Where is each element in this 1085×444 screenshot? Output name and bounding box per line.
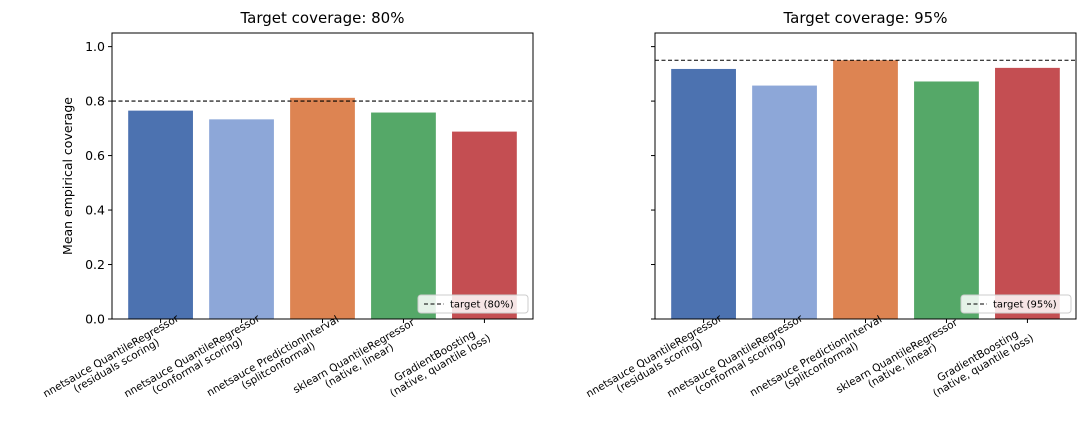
legend-label: target (80%) [450, 300, 514, 311]
y-tick-label: 0.2 [85, 257, 105, 272]
panel-target-95: Target coverage: 95% nnetsauce QuantileR… [584, 9, 1077, 410]
y-tick-label: 0.0 [85, 312, 105, 327]
y-axis-label: Mean empirical coverage [60, 97, 75, 255]
x-tick-label: nnetsauce QuantileRegressor(residuals sc… [41, 312, 187, 410]
x-tick-label: nnetsauce QuantileRegressor(residuals sc… [584, 312, 730, 410]
bar [209, 119, 274, 320]
bar [995, 67, 1060, 319]
bar [290, 97, 355, 320]
legend: target (80%) [417, 294, 529, 314]
y-tick-label: 0.8 [85, 94, 105, 109]
x-tick-label: nnetsauce PredictionInterval(splitconfor… [748, 314, 890, 409]
bar [671, 68, 736, 319]
panel-target-80: Target coverage: 80% Mean empirical cove… [41, 9, 534, 410]
x-tick-label: nnetsauce PredictionInterval(splitconfor… [205, 314, 347, 409]
legend: target (95%) [960, 294, 1072, 314]
y-tick-label: 0.6 [85, 148, 105, 163]
chart-title: Target coverage: 80% [240, 9, 405, 27]
x-tick-label: nnetsauce QuantileRegressor(conformal sc… [665, 312, 811, 410]
x-tick-label: nnetsauce QuantileRegressor(conformal sc… [122, 312, 268, 410]
legend-label: target (95%) [993, 300, 1057, 311]
chart-title: Target coverage: 95% [783, 9, 948, 27]
y-tick-label: 1.0 [85, 39, 105, 54]
bar [452, 131, 517, 319]
bar [833, 60, 898, 319]
bar [914, 81, 979, 319]
bar [371, 112, 436, 319]
bar [128, 110, 193, 319]
y-tick-label: 0.4 [85, 203, 105, 218]
bar [752, 85, 817, 320]
